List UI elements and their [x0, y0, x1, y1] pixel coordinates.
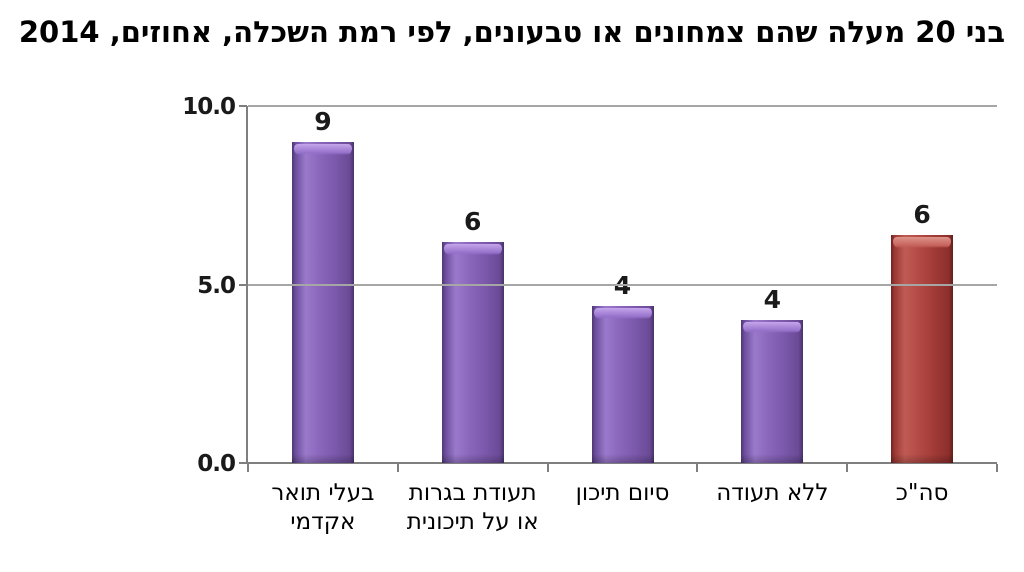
category-label-line: בעלי תואר: [271, 480, 375, 506]
category-label-line: סיום תיכון: [575, 480, 670, 506]
category-label-academic-degree: בעלי תואר אקדמי: [248, 479, 398, 537]
chart-title: בני 20 מעלה שהם צמחונים או טבעונים, לפי …: [18, 15, 1006, 49]
x-tick-mark: [546, 464, 549, 472]
category-label-no-certificate: ללא תעודה: [697, 479, 847, 508]
bar-group-total: 6 סה"כ: [847, 106, 997, 506]
bar-group-academic-degree: 9 בעלי תואר אקדמי: [248, 106, 398, 535]
y-tick-mark: [239, 105, 247, 107]
y-tick-mark: [239, 462, 247, 464]
x-tick-mark: [846, 464, 849, 472]
y-axis-tick-label: 5.0: [197, 272, 236, 299]
bar-total: [891, 234, 954, 464]
category-label-matriculation-or-post-secondary: תעודת בגרות או על תיכונית: [398, 479, 548, 537]
x-tick-mark: [247, 464, 249, 472]
category-label-line: אקדמי: [290, 509, 356, 535]
x-tick-mark: [396, 464, 399, 472]
bar-value-label: 6: [913, 199, 931, 229]
bar-matriculation-or-post-secondary: [441, 241, 504, 464]
category-label-total: סה"כ: [847, 479, 997, 508]
category-label-line: או על תיכונית: [406, 509, 539, 535]
bar-group-high-school: 4 סיום תיכון: [548, 106, 698, 506]
plot-area: 6 סה"כ 4 ללא תעודה 4 סיום תיכון 6 תעודת בגרות או…: [182, 94, 998, 535]
bar-value-label: 4: [763, 285, 781, 315]
bar-group-matriculation-or-post-secondary: 6 תעודת בגרות או על תיכונית: [398, 106, 548, 535]
bars-container: 6 סה"כ 4 ללא תעודה 4 סיום תיכון 6 תעודת בגרות או…: [248, 106, 997, 535]
x-tick-mark: [696, 464, 699, 472]
y-axis-tick-label: 10.0: [182, 94, 236, 120]
gridline-10.0: [248, 105, 997, 107]
x-axis-line: [246, 462, 997, 464]
category-label-line: תעודת בגרות: [408, 480, 537, 506]
bar-value-label: 6: [464, 206, 482, 236]
bar-academic-degree: [291, 141, 354, 464]
category-label-line: סה"כ: [895, 480, 949, 506]
x-tick-mark: [996, 464, 998, 472]
gridline-5.0: [248, 283, 997, 286]
category-label-line: ללא תעודה: [716, 480, 829, 506]
bar-group-no-certificate: 4 ללא תעודה: [697, 106, 847, 506]
y-axis-line: [246, 106, 248, 464]
bar-value-label: 9: [314, 106, 332, 136]
bar-high-school: [591, 305, 654, 464]
y-tick-mark: [239, 283, 247, 286]
bar-no-certificate: [741, 320, 804, 463]
bar-value-label: 4: [548, 272, 698, 299]
category-label-high-school: סיום תיכון: [548, 479, 698, 508]
y-axis-tick-label: 0.0: [197, 451, 236, 477]
